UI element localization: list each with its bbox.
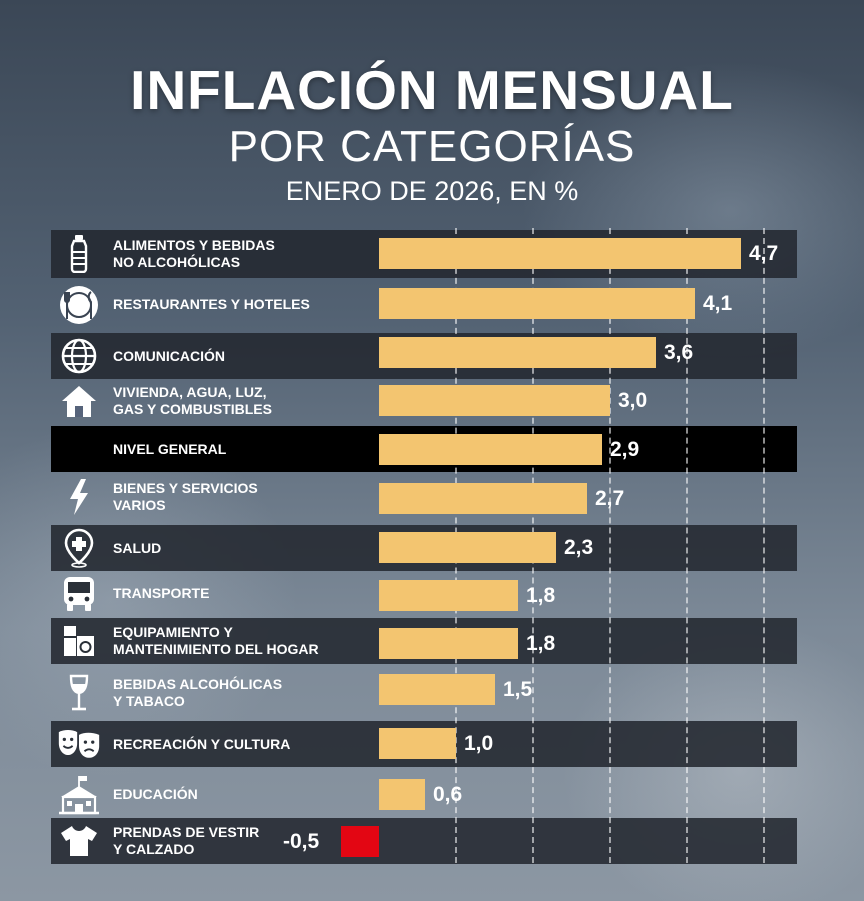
category-row-bebidas-alcoholicas-y-tabaco: BEBIDAS ALCOHÓLICAS Y TABACO: [51, 669, 797, 717]
bar-comunicacion: [379, 337, 656, 368]
category-label: EQUIPAMIENTO Y MANTENIMIENTO DEL HOGAR: [113, 624, 319, 657]
school-icon: [57, 772, 101, 817]
value-label: 4,7: [749, 241, 779, 265]
value-label: 1,5: [503, 677, 533, 701]
category-label: PRENDAS DE VESTIR Y CALZADO: [113, 824, 260, 857]
bar-bebidas-alcoholicas-y-tabaco: [379, 674, 495, 705]
category-row-transporte: TRANSPORTE: [51, 571, 797, 616]
bar-bienes-y-servicios-varios: [379, 483, 587, 514]
globe-icon: [57, 333, 101, 379]
chart-title: INFLACIÓN MENSUAL: [130, 59, 734, 121]
value-label: 2,7: [595, 486, 625, 510]
value-label: 3,6: [664, 340, 694, 364]
category-label: VIVIENDA, AGUA, LUZ, GAS Y COMBUSTIBLES: [113, 384, 272, 417]
value-label: 4,1: [703, 291, 733, 315]
category-label: NIVEL GENERAL: [113, 440, 227, 457]
value-label: 1,8: [526, 583, 556, 607]
bottle-icon: [57, 230, 101, 278]
category-row-educacion: EDUCACIÓN: [51, 772, 797, 817]
gridline-5: [763, 228, 765, 863]
wine-glass-icon: [57, 669, 101, 717]
gridline-3: [609, 228, 611, 863]
bar-salud: [379, 532, 556, 563]
plate-icon: [57, 282, 101, 327]
tshirt-icon: [57, 818, 101, 864]
value-label: 0,6: [433, 782, 463, 806]
category-label: ALIMENTOS Y BEBIDAS NO ALCOHÓLICAS: [113, 237, 275, 270]
appliances-icon: [57, 618, 101, 664]
category-label: RECREACIÓN Y CULTURA: [113, 735, 291, 752]
gridline-4: [686, 228, 688, 863]
value-label: 2,3: [564, 535, 594, 559]
bar-prendas-de-vestir-y-calzado: [341, 826, 379, 857]
bar-recreacion-y-cultura: [379, 728, 456, 759]
health-pin-icon: [57, 525, 101, 571]
category-row-bienes-y-servicios-varios: BIENES Y SERVICIOS VARIOS: [51, 473, 797, 521]
chart-subtitle: POR CATEGORÍAS: [228, 122, 636, 171]
value-label: 1,0: [464, 731, 494, 755]
value-label: 1,8: [526, 631, 556, 655]
bar-nivel-general: [379, 434, 602, 465]
category-label: SALUD: [113, 539, 162, 556]
value-label: 3,0: [618, 388, 648, 412]
bar-vivienda-agua-luz-gas-y-combustibles: [379, 385, 610, 416]
category-label: EDUCACIÓN: [113, 786, 198, 802]
bar-alimentos-y-bebidas-no-alcoholicas: [379, 238, 741, 269]
house-icon: [57, 378, 101, 424]
bar-equipamiento-y-mantenimiento-del-hogar: [379, 628, 518, 659]
category-label: BEBIDAS ALCOHÓLICAS Y TABACO: [113, 676, 283, 709]
bar-restaurantes-y-hoteles: [379, 288, 695, 319]
category-label: COMUNICACIÓN: [113, 347, 225, 364]
bar-transporte: [379, 580, 518, 611]
category-label: TRANSPORTE: [113, 585, 210, 601]
category-label: RESTAURANTES Y HOTELES: [113, 296, 310, 312]
category-row-vivienda-agua-luz-gas-y-combustibles: VIVIENDA, AGUA, LUZ, GAS Y COMBUSTIBLES: [51, 378, 797, 424]
value-label: 2,9: [610, 437, 640, 461]
chart-period: ENERO DE 2026, EN %: [285, 176, 579, 206]
theater-masks-icon: [57, 721, 101, 767]
lightning-icon: [57, 473, 101, 521]
bar-educacion: [379, 779, 425, 810]
category-row-prendas-de-vestir-y-calzado: PRENDAS DE VESTIR Y CALZADO: [51, 818, 797, 864]
category-label: BIENES Y SERVICIOS VARIOS: [113, 480, 258, 513]
bus-icon: [57, 571, 101, 616]
value-label: -0,5: [283, 829, 320, 853]
category-row-restaurantes-y-hoteles: RESTAURANTES Y HOTELES: [51, 282, 797, 327]
